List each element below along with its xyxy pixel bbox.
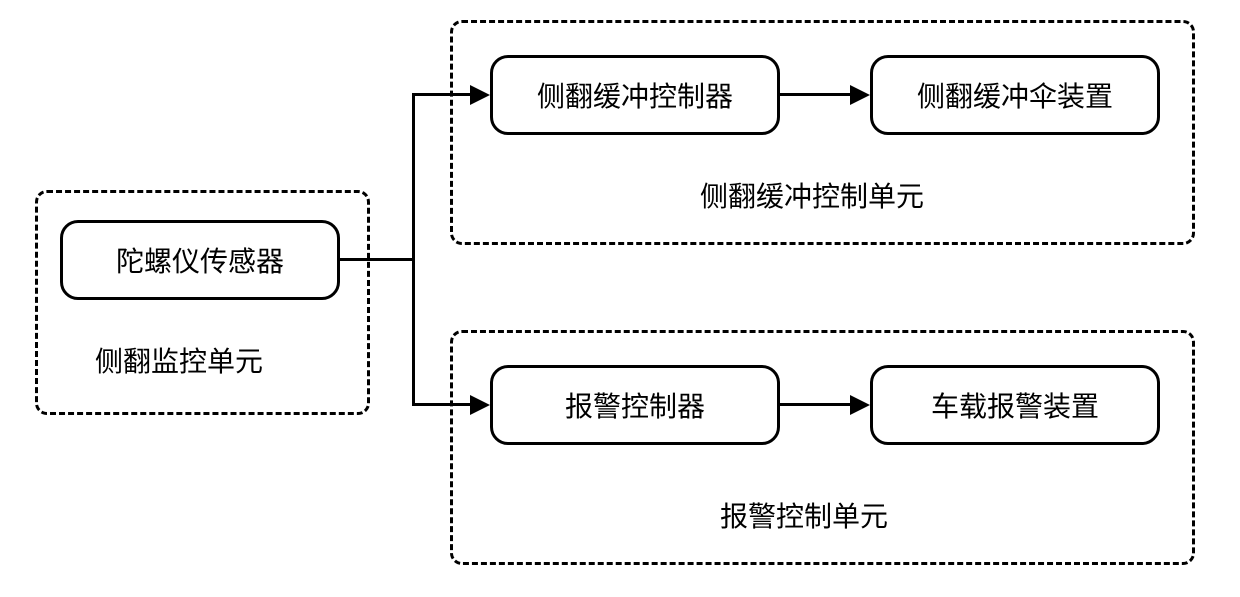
- edge-gyro-out-horizontal: [340, 258, 415, 261]
- node-alarm-device-label: 车载报警装置: [931, 385, 1099, 425]
- arrow-to-alarm-controller: [470, 395, 490, 415]
- node-alarm-device: 车载报警装置: [870, 365, 1160, 445]
- edge-buffer-to-umbrella: [780, 93, 850, 96]
- edge-to-buffer-horizontal: [412, 93, 470, 96]
- node-alarm-controller: 报警控制器: [490, 365, 780, 445]
- group-monitor-label: 侧翻监控单元: [95, 340, 263, 380]
- node-buffer-umbrella: 侧翻缓冲伞装置: [870, 55, 1160, 135]
- arrow-to-buffer-controller: [470, 85, 490, 105]
- node-gyroscope: 陀螺仪传感器: [60, 220, 340, 300]
- edge-split-vertical: [412, 93, 415, 406]
- node-gyroscope-label: 陀螺仪传感器: [116, 240, 284, 280]
- group-buffer-label: 侧翻缓冲控制单元: [700, 175, 924, 215]
- edge-to-alarm-horizontal: [412, 403, 470, 406]
- node-buffer-umbrella-label: 侧翻缓冲伞装置: [917, 75, 1113, 115]
- node-buffer-controller: 侧翻缓冲控制器: [490, 55, 780, 135]
- edge-alarm-to-device: [780, 403, 850, 406]
- arrow-to-buffer-umbrella: [850, 85, 870, 105]
- node-alarm-controller-label: 报警控制器: [565, 385, 705, 425]
- group-alarm-label: 报警控制单元: [720, 495, 888, 535]
- arrow-to-alarm-device: [850, 395, 870, 415]
- node-buffer-controller-label: 侧翻缓冲控制器: [537, 75, 733, 115]
